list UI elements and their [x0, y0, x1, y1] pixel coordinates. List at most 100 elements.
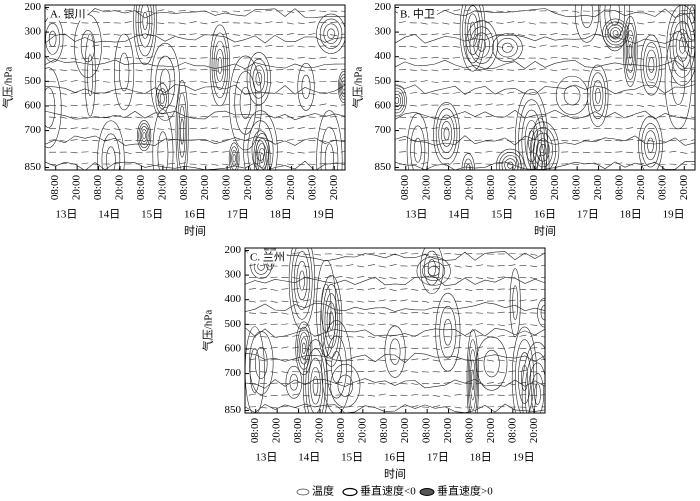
wind-barb — [453, 22, 461, 24]
contour-line — [157, 131, 169, 170]
wind-barb — [92, 163, 100, 165]
wind-barb — [286, 151, 294, 154]
contour-line — [689, 6, 695, 24]
wind-barb — [357, 276, 365, 278]
contour-line — [255, 138, 269, 170]
wind-barb — [265, 151, 273, 154]
wind-barb — [539, 104, 547, 106]
wind-barb — [519, 289, 527, 291]
contour-line — [433, 102, 460, 166]
wind-barb — [647, 46, 655, 48]
contour-line — [258, 147, 266, 168]
wind-barb — [528, 34, 536, 36]
wind-barb — [189, 57, 197, 60]
wind-barb — [389, 253, 397, 256]
contour-line — [316, 110, 343, 170]
wind-barb — [658, 93, 666, 95]
contour-line — [473, 32, 490, 58]
wind-barb — [292, 406, 300, 409]
wind-barb — [530, 383, 538, 385]
wind-barb — [270, 371, 278, 374]
y-tick-label: 400 — [375, 50, 392, 62]
wind-barb — [432, 405, 440, 408]
wind-barb — [367, 264, 376, 267]
wind-barb — [157, 163, 165, 166]
wind-barb — [70, 57, 78, 60]
wind-barb — [550, 56, 558, 59]
date-label: 18日 — [470, 452, 492, 464]
wind-barb — [113, 69, 121, 72]
wind-barb — [528, 46, 536, 48]
wind-barb — [420, 127, 428, 129]
x-tick-label: 08:00 — [399, 175, 411, 201]
wind-barb — [113, 162, 121, 165]
wind-barb — [497, 311, 505, 314]
wind-barb — [330, 104, 338, 107]
wind-barb — [443, 382, 451, 384]
wind-barb — [157, 93, 165, 95]
date-label: 14日 — [448, 209, 470, 221]
wind-barb — [222, 57, 230, 59]
wind-barb — [507, 163, 515, 166]
isotherm — [45, 135, 345, 146]
wind-barb — [124, 33, 132, 35]
wind-barb — [286, 127, 294, 129]
x-tick-label: 20:00 — [114, 175, 126, 201]
wind-barb — [276, 93, 284, 95]
wind-barb — [647, 93, 655, 95]
x-tick-label: 20:00 — [71, 175, 83, 201]
contour-line — [502, 42, 513, 53]
wind-barb — [254, 116, 262, 119]
contour-line — [310, 366, 321, 405]
wind-barb — [572, 93, 580, 95]
wind-barb — [81, 162, 89, 165]
wind-barb — [232, 93, 240, 95]
wind-barb — [398, 104, 407, 107]
wind-barb — [378, 393, 386, 396]
contour-line — [679, 5, 695, 58]
contour-line — [441, 120, 453, 147]
wind-barb — [647, 10, 655, 13]
wind-barb — [286, 32, 294, 35]
wind-barb — [604, 104, 612, 106]
wind-barb — [443, 264, 451, 267]
wind-barb — [178, 68, 186, 71]
wind-barb — [319, 128, 327, 131]
wind-barb — [572, 151, 580, 154]
wind-barb — [167, 80, 176, 82]
wind-barb — [582, 103, 590, 106]
wind-barb — [81, 81, 89, 83]
wind-barb — [411, 394, 419, 396]
wind-barb — [636, 93, 644, 95]
wind-barb — [497, 359, 505, 361]
wind-barb — [146, 10, 154, 13]
wind-barb — [308, 93, 316, 95]
wind-barb — [604, 10, 612, 13]
wind-barb — [335, 359, 343, 362]
wind-barb — [135, 57, 143, 60]
wind-barb — [680, 69, 688, 71]
legend-swatch — [296, 488, 310, 496]
contour-line — [466, 329, 479, 413]
wind-barb — [103, 81, 111, 83]
x-tick-label: 20:00 — [635, 175, 647, 201]
wind-barb — [476, 323, 484, 325]
wind-barb — [474, 57, 482, 60]
y-axis-label: 气压/hPa — [1, 67, 15, 109]
y-tick-label: 700 — [25, 124, 42, 136]
wind-barb — [432, 347, 440, 350]
wind-barb — [308, 9, 316, 12]
wind-barb — [157, 81, 165, 83]
wind-barb — [463, 22, 471, 24]
contour-line — [475, 336, 508, 391]
wind-barb — [189, 10, 197, 13]
wind-barb — [463, 151, 471, 154]
wind-barb — [221, 128, 230, 130]
wind-barb — [292, 288, 300, 290]
wind-barb — [486, 359, 494, 362]
wind-barb — [259, 336, 267, 338]
panel: A. 银川 200 300 400 500 600 700 850 气压/hPa 08:00 20:… — [1, 1, 346, 238]
wind-barb — [486, 382, 494, 384]
wind-barb — [103, 116, 111, 119]
isotherm — [245, 327, 545, 338]
